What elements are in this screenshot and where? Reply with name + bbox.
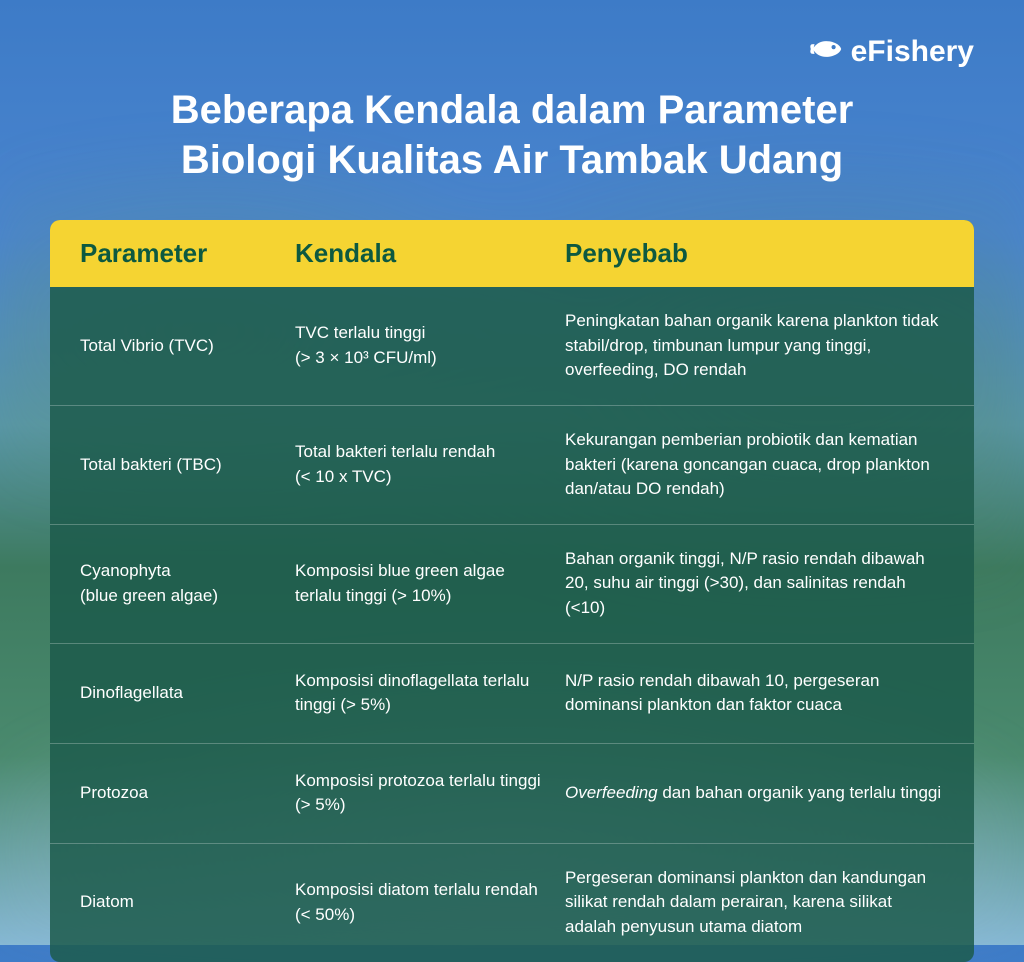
cell-penyebab: Bahan organik tinggi, N/P rasio rendah d… xyxy=(565,547,974,621)
cell-parameter: Cyanophyta(blue green algae) xyxy=(50,559,295,608)
fish-icon xyxy=(807,30,845,73)
cell-parameter: Diatom xyxy=(50,890,295,915)
table-row: Cyanophyta(blue green algae)Komposisi bl… xyxy=(50,524,974,643)
table-row: DiatomKomposisi diatom terlalu rendah (<… xyxy=(50,843,974,962)
cell-kendala: Komposisi diatom terlalu rendah (< 50%) xyxy=(295,878,565,927)
cell-penyebab: Kekurangan pemberian probiotik dan kemat… xyxy=(565,428,974,502)
table-header-row: Parameter Kendala Penyebab xyxy=(50,220,974,287)
page-title: Beberapa Kendala dalam Parameter Biologi… xyxy=(132,85,892,185)
brand-name: eFishery xyxy=(851,35,974,69)
table-row: Total bakteri (TBC)Total bakteri terlalu… xyxy=(50,405,974,524)
main-container: eFishery Beberapa Kendala dalam Paramete… xyxy=(0,0,1024,945)
table-body: Total Vibrio (TVC)TVC terlalu tinggi(> 3… xyxy=(50,287,974,962)
cell-kendala: Komposisi blue green algae terlalu tingg… xyxy=(295,559,565,608)
cell-parameter: Protozoa xyxy=(50,781,295,806)
header-penyebab: Penyebab xyxy=(565,238,974,269)
cell-penyebab: Peningkatan bahan organik karena plankto… xyxy=(565,309,974,383)
header-kendala: Kendala xyxy=(295,238,565,269)
cell-kendala: TVC terlalu tinggi(> 3 × 10³ CFU/ml) xyxy=(295,321,565,370)
brand-logo: eFishery xyxy=(807,30,974,73)
header-parameter: Parameter xyxy=(50,238,295,269)
cell-parameter: Total bakteri (TBC) xyxy=(50,453,295,478)
cell-penyebab: Overfeeding dan bahan organik yang terla… xyxy=(565,781,974,806)
parameter-table: Parameter Kendala Penyebab Total Vibrio … xyxy=(50,220,974,962)
cell-kendala: Total bakteri terlalu rendah(< 10 x TVC) xyxy=(295,440,565,489)
cell-parameter: Total Vibrio (TVC) xyxy=(50,334,295,359)
table-row: Total Vibrio (TVC)TVC terlalu tinggi(> 3… xyxy=(50,287,974,405)
cell-penyebab: Pergeseran dominansi plankton dan kandun… xyxy=(565,866,974,940)
table-row: ProtozoaKomposisi protozoa terlalu tingg… xyxy=(50,743,974,843)
cell-penyebab: N/P rasio rendah dibawah 10, pergeseran … xyxy=(565,669,974,718)
cell-parameter: Dinoflagellata xyxy=(50,681,295,706)
cell-kendala: Komposisi dinoflagellata terlalu tinggi … xyxy=(295,669,565,718)
cell-kendala: Komposisi protozoa terlalu tinggi (> 5%) xyxy=(295,769,565,818)
table-row: DinoflagellataKomposisi dinoflagellata t… xyxy=(50,643,974,743)
